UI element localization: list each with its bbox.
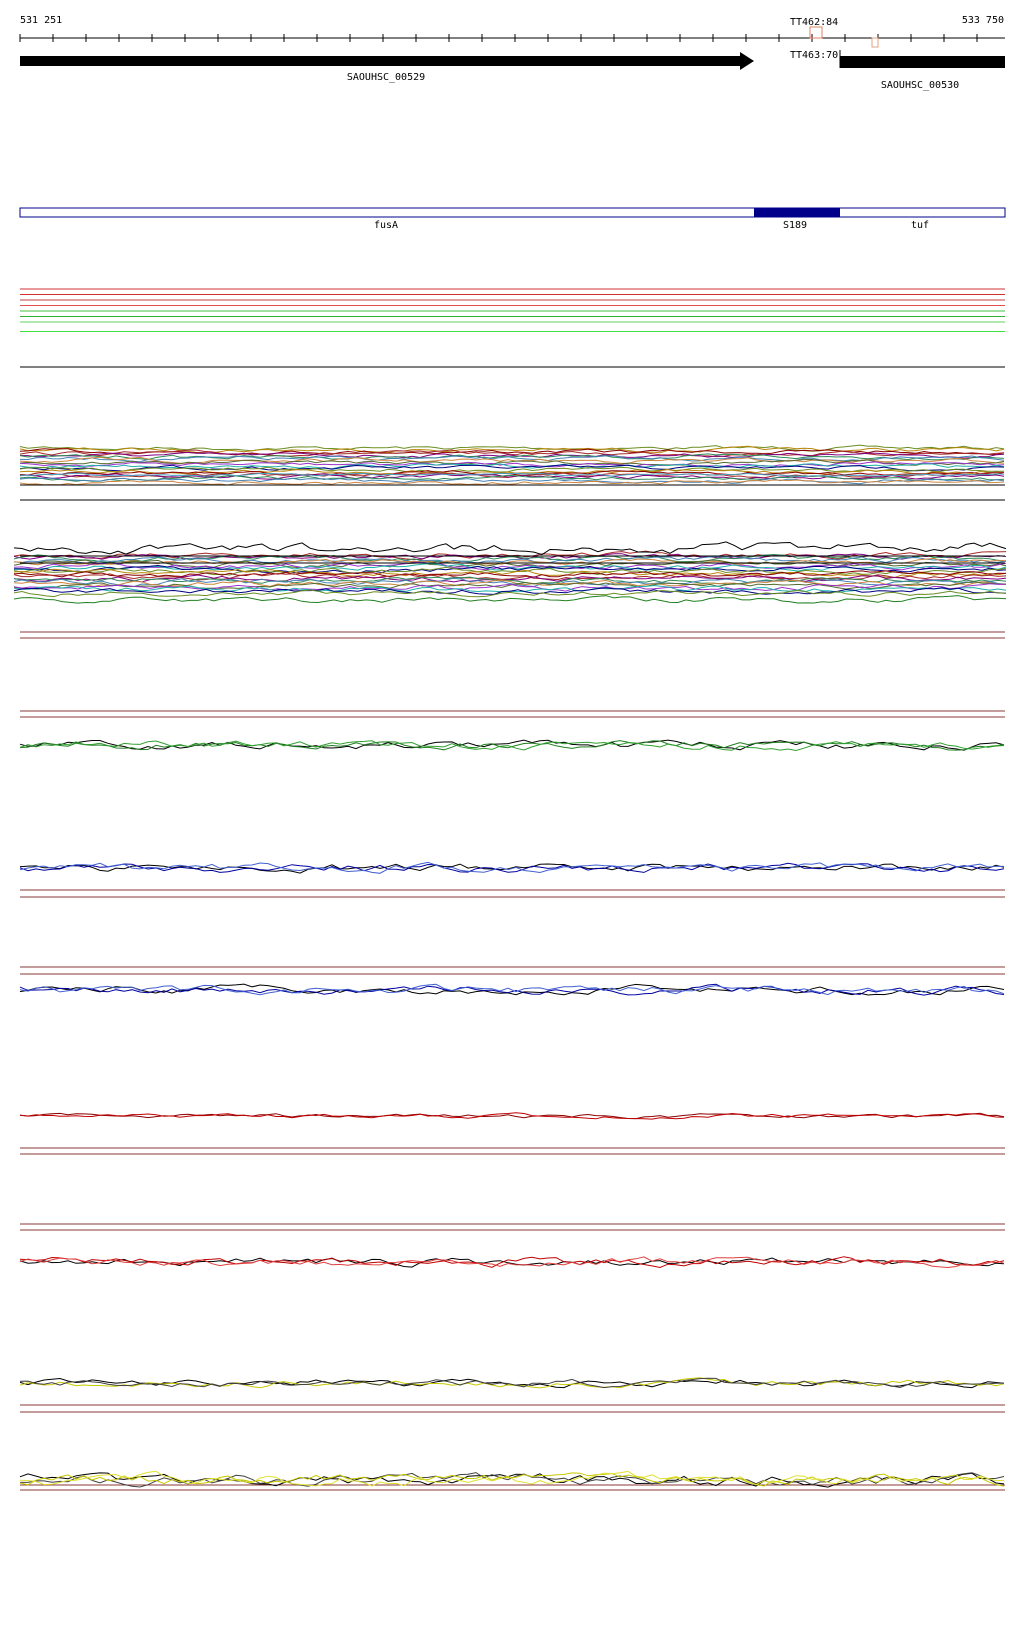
- ruler-end: 533 750: [962, 15, 1004, 26]
- track-profile: [19, 1112, 1005, 1120]
- track-profile: [13, 589, 1007, 598]
- track-profile: [13, 553, 1007, 564]
- transcript-label: tuf: [911, 220, 929, 231]
- track-profile: [19, 453, 1005, 461]
- track-profile: [13, 570, 1007, 578]
- track-profile: [19, 863, 1005, 874]
- track-profile: [19, 466, 1004, 473]
- ruler-start: 531 251: [20, 15, 62, 26]
- track-profile: [19, 461, 1005, 468]
- track-profile: [13, 587, 1007, 595]
- marker-label: TT462:84: [790, 17, 838, 28]
- track-profile: [13, 555, 1007, 564]
- track-profile: [19, 983, 1005, 996]
- track-profile: [19, 1377, 1004, 1389]
- gene-label: SAOUHSC_00529: [347, 72, 425, 83]
- track-profile: [19, 740, 1005, 752]
- track-profile: [13, 574, 1007, 583]
- track-profile: [19, 479, 1005, 486]
- track-profile: [19, 458, 1005, 466]
- gene-arrow: [20, 52, 754, 70]
- track-profile: [13, 579, 1007, 588]
- marker-box: [871, 37, 879, 48]
- track-profile: [19, 1256, 1005, 1269]
- track-profile: [20, 472, 1005, 478]
- track-profile: [13, 595, 1007, 604]
- track-profile: [19, 474, 1005, 482]
- gene-label: SAOUHSC_00530: [881, 80, 959, 91]
- track-profile: [19, 1470, 1005, 1487]
- track-profile: [13, 576, 1007, 585]
- track-profile: [19, 983, 1005, 996]
- track-profile: [19, 455, 1005, 463]
- marker-label: TT463:70: [790, 50, 838, 61]
- track-profile: [19, 861, 1004, 874]
- track-profile: [19, 468, 1005, 475]
- track-profile: [19, 451, 1005, 459]
- transcript-box: [19, 207, 1006, 218]
- track-profile: [19, 1472, 1005, 1487]
- track-profile: [19, 470, 1005, 477]
- gene-arrow: [840, 56, 1005, 68]
- track-profile: [13, 564, 1007, 575]
- track-profile: [13, 577, 1007, 588]
- track-profile: [19, 463, 1005, 470]
- track-profile: [13, 568, 1007, 579]
- transcript-label: S189: [783, 220, 807, 231]
- track-profile: [19, 449, 1005, 458]
- track-profile: [13, 581, 1007, 590]
- track-profile: [19, 1256, 1005, 1269]
- ruler-ticks: [19, 34, 978, 42]
- track-profile: [19, 444, 1005, 452]
- tracks: [13, 288, 1007, 1491]
- marker-box: [809, 26, 823, 39]
- transcript-block: [754, 208, 840, 217]
- track-profile: [19, 1257, 1005, 1268]
- track-profile: [19, 739, 1005, 751]
- track-profile: [19, 1112, 1005, 1120]
- track-profile: [13, 541, 1007, 556]
- transcript-label: fusA: [374, 220, 398, 231]
